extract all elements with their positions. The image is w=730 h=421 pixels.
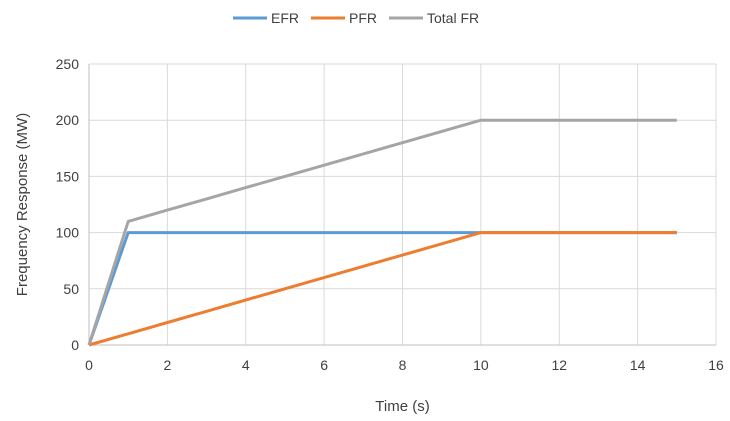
y-tick-label: 250: [56, 56, 80, 72]
y-tick-label: 150: [56, 168, 80, 184]
y-tick-label: 100: [56, 225, 80, 241]
x-axis-label: Time (s): [375, 398, 429, 415]
series-line-total-fr: [87, 118, 677, 346]
x-tick-label: 2: [163, 357, 171, 373]
legend-label-total-fr: Total FR: [427, 10, 479, 26]
y-tick-labels: 0 50 100 150 200 250: [56, 56, 80, 353]
legend-label-efr: EFR: [271, 10, 299, 26]
y-tick-label: 50: [63, 281, 79, 297]
y-tick-label: 0: [71, 337, 79, 353]
x-tick-label: 8: [399, 357, 407, 373]
x-tick-label: 16: [708, 357, 724, 373]
x-tick-label: 0: [85, 357, 93, 373]
legend: EFR PFR Total FR: [233, 10, 479, 26]
series-lines: [87, 118, 677, 347]
x-tick-labels: 0 2 4 6 8 10 12 14 16: [85, 357, 724, 373]
series-line-pfr: [88, 231, 677, 347]
y-axis-label: Frequency Response (MW): [14, 113, 31, 296]
x-tick-label: 6: [320, 357, 328, 373]
x-tick-label: 12: [551, 357, 567, 373]
legend-item-pfr: PFR: [311, 10, 377, 26]
x-tick-label: 14: [630, 357, 646, 373]
legend-label-pfr: PFR: [349, 10, 377, 26]
legend-item-total-fr: Total FR: [389, 10, 479, 26]
x-tick-label: 10: [473, 357, 489, 373]
x-tick-label: 4: [242, 357, 250, 373]
y-tick-label: 200: [56, 112, 80, 128]
legend-item-efr: EFR: [233, 10, 299, 26]
axes: [88, 64, 716, 346]
